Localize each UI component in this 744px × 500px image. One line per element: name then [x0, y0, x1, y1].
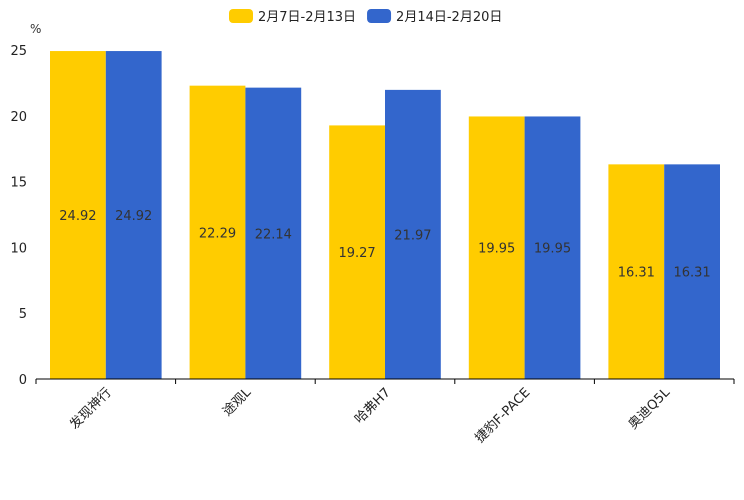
data-label: 19.95 [478, 242, 515, 257]
y-tick-label: 15 [10, 176, 27, 191]
y-tick-label: 20 [10, 110, 27, 125]
bar [468, 116, 525, 379]
bar [189, 85, 246, 379]
y-axis-unit: % [30, 22, 41, 36]
legend-swatch [367, 9, 392, 23]
data-label: 16.31 [618, 266, 655, 281]
data-label: 19.27 [338, 246, 375, 261]
bar [245, 87, 302, 379]
data-label: 24.92 [59, 209, 96, 224]
legend-label: 2月7日-2月13日 [258, 10, 356, 25]
data-label: 22.29 [199, 226, 236, 241]
legend-swatch [229, 9, 253, 23]
data-label: 21.97 [394, 228, 431, 243]
y-tick-label: 0 [19, 373, 27, 388]
bar [664, 164, 720, 379]
data-label: 19.95 [534, 242, 571, 257]
y-tick-label: 25 [10, 44, 27, 59]
bar [105, 51, 162, 380]
x-tick-label: 哈弗H7 [352, 385, 394, 427]
bar [329, 125, 385, 379]
legend-label: 2月14日-2月20日 [396, 10, 502, 25]
data-label: 24.92 [115, 209, 152, 224]
bar [524, 116, 581, 379]
y-tick-label: 5 [19, 307, 27, 322]
x-tick-label: 奥迪Q5L [626, 385, 674, 433]
bar [50, 51, 106, 380]
x-tick-label: 捷豹F-PACE [473, 385, 534, 446]
x-tick-label: 发现神行 [67, 385, 115, 433]
y-tick-label: 10 [10, 241, 27, 256]
bar [385, 89, 441, 379]
x-tick-label: 途观L [219, 384, 254, 419]
data-label: 22.14 [255, 227, 292, 242]
bar [608, 164, 665, 379]
data-label: 16.31 [673, 266, 710, 281]
